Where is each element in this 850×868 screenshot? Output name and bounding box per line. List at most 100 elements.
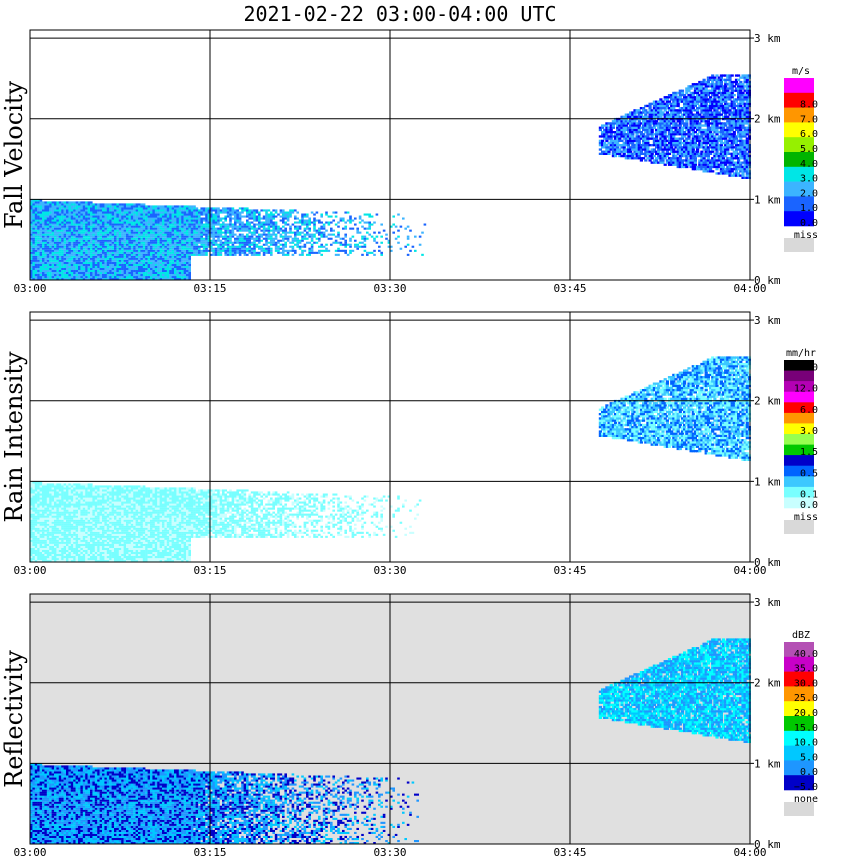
rain-intensity-colorbar-swatch: [784, 370, 814, 382]
fall-velocity-ytick: 0 km: [754, 274, 781, 287]
figure-title: 2021-02-22 03:00-04:00 UTC: [243, 2, 556, 26]
reflectivity-xtick: 04:00: [733, 846, 766, 859]
rain-intensity-colorbar-swatch: [784, 497, 814, 509]
reflectivity-ytick: 1 km: [754, 757, 781, 770]
rain-intensity-frame: [29, 311, 751, 563]
reflectivity-missing-label: none: [794, 794, 818, 805]
reflectivity-colorbar: dBZ 40.0 35.0 30.0 25.0 20.0 15.0 10.0 5.0 0.0 −5.…: [784, 630, 818, 816]
reflectivity-colorbar-label: 25.0: [794, 693, 818, 704]
reflectivity-colorbar-label: 10.0: [794, 738, 818, 749]
reflectivity-colorbar-label: −5.0: [794, 782, 818, 793]
reflectivity-frame: [29, 593, 751, 845]
fall-velocity-ytick: 2 km: [754, 113, 781, 126]
fall-velocity-colorbar-swatch: [784, 181, 814, 197]
rain-intensity-xtick: 03:45: [553, 564, 586, 577]
reflectivity-ytick: 0 km: [754, 838, 781, 851]
reflectivity-colorbar-label: 35.0: [794, 664, 818, 675]
reflectivity-colorbar-unit: dBZ: [792, 630, 810, 641]
rain-intensity-colorbar-label: 1.5: [800, 447, 818, 458]
rain-intensity-colorbar-swatch: [784, 455, 814, 466]
reflectivity-colorbar-swatch: [784, 701, 814, 717]
rain-intensity-colorbar-label: 3.0: [800, 426, 818, 437]
rain-intensity-colorbar-label: 0.1: [800, 489, 818, 500]
reflectivity-colorbar-swatch: [784, 745, 814, 761]
rain-intensity-ylabel: Rain Intensity: [0, 351, 28, 523]
fall-velocity-xtick: 04:00: [733, 282, 766, 295]
rain-intensity-missing-swatch: [784, 520, 814, 534]
reflectivity-colorbar-label: 40.0: [794, 649, 818, 660]
fall-velocity-colorbar-label: 7.0: [800, 114, 818, 125]
reflectivity-xtick: 03:30: [373, 846, 406, 859]
fall-velocity-panel: 03:00 03:15 03:30 03:45 04:000 km 1 km 2 km 3 k…: [0, 29, 818, 295]
rain-intensity-echo: [30, 356, 751, 563]
reflectivity-colorbar-label: 20.0: [794, 708, 818, 719]
reflectivity-colorbar-label: 30.0: [794, 678, 818, 689]
fall-velocity-colorbar-label: 8.0: [800, 100, 818, 111]
rain-intensity-colorbar-swatch: [784, 434, 814, 445]
fall-velocity-colorbar-label: 6.0: [800, 129, 818, 140]
rain-intensity-colorbar-unit: mm/hr: [786, 348, 816, 359]
reflectivity-colorbar-label: 0.0: [800, 767, 818, 778]
fall-velocity-missing-label: miss: [794, 230, 818, 241]
reflectivity-ytick: 3 km: [754, 596, 781, 609]
reflectivity-colorbar-label: 15.0: [794, 723, 818, 734]
rain-intensity-colorbar-swatch: [784, 391, 814, 403]
fall-velocity-ytick: 1 km: [754, 193, 781, 206]
rain-intensity-ytick: 1 km: [754, 475, 781, 488]
fall-velocity-colorbar-label: 5.0: [800, 144, 818, 155]
rain-intensity-xtick: 03:00: [13, 564, 46, 577]
rain-intensity-colorbar-swatch: [784, 476, 814, 488]
fall-velocity-colorbar-label: 3.0: [800, 174, 818, 185]
reflectivity-ylabel: Reflectivity: [0, 650, 28, 788]
rain-intensity-colorbar-swatch: [784, 486, 814, 498]
rain-intensity-colorbar-label: 6.0: [800, 405, 818, 416]
fall-velocity-colorbar-swatch: [784, 107, 814, 123]
reflectivity-colorbar-swatch: [784, 671, 814, 687]
reflectivity-colorbar-swatch: [784, 760, 814, 776]
rain-intensity-ytick: 2 km: [754, 395, 781, 408]
rain-intensity-colorbar-label: 0.0: [800, 500, 818, 511]
fall-velocity-xtick: 03:30: [373, 282, 406, 295]
reflectivity-colorbar-label: 5.0: [800, 752, 818, 763]
rain-intensity-xtick: 04:00: [733, 564, 766, 577]
reflectivity-xtick: 03:00: [13, 846, 46, 859]
rain-intensity-xtick: 03:30: [373, 564, 406, 577]
rain-intensity-colorbar-swatch: [784, 444, 814, 456]
fall-velocity-colorbar-swatch: [784, 92, 814, 108]
rain-intensity-colorbar-label: 12.0: [794, 384, 818, 395]
fall-velocity-colorbar-label: 2.0: [800, 188, 818, 199]
reflectivity-colorbar-swatch: [784, 686, 814, 702]
rain-intensity-colorbar-swatch: [784, 381, 814, 392]
reflectivity-xtick: 03:15: [193, 846, 226, 859]
fall-velocity-missing-swatch: [784, 238, 814, 252]
reflectivity-colorbar-swatch: [784, 642, 814, 658]
rain-intensity-panel: 03:00 03:15 03:30 03:45 04:000 km 1 km 2 km 3 k…: [0, 311, 818, 577]
fall-velocity-ylabel: Fall Velocity: [0, 81, 28, 230]
fall-velocity-colorbar-swatch: [784, 196, 814, 212]
rain-intensity-colorbar-swatch: [784, 412, 814, 424]
fall-velocity-colorbar-label: 4.0: [800, 159, 818, 170]
reflectivity-xtick: 03:45: [553, 846, 586, 859]
panels: 03:00 03:15 03:30 03:45 04:000 km1 km2 km3 k…: [0, 29, 818, 859]
reflectivity-missing-swatch: [784, 802, 814, 816]
fall-velocity-colorbar-swatch: [784, 211, 814, 227]
reflectivity-panel: 03:00 03:15 03:30 03:45 04:000 km 1 km 2 km 3 k…: [0, 593, 818, 859]
fall-velocity-colorbar-swatch: [784, 137, 814, 153]
rain-intensity-colorbar-swatch: [784, 402, 814, 414]
reflectivity-colorbar-swatch: [784, 656, 814, 672]
rain-intensity-colorbar-label: 48.0: [794, 363, 818, 374]
reflectivity-echo: [30, 638, 751, 845]
rain-intensity-ytick: 3 km: [754, 314, 781, 327]
fall-velocity-echo: [30, 74, 751, 281]
reflectivity-colorbar-swatch: [784, 730, 814, 746]
reflectivity-colorbar-swatch: [784, 775, 814, 791]
fall-velocity-xtick: 03:00: [13, 282, 46, 295]
rain-intensity-xtick: 03:15: [193, 564, 226, 577]
fall-velocity-colorbar-swatch: [784, 166, 814, 182]
fall-velocity-colorbar-swatch: [784, 78, 814, 94]
fall-velocity-colorbar-swatch: [784, 152, 814, 168]
fall-velocity-xtick: 03:15: [193, 282, 226, 295]
